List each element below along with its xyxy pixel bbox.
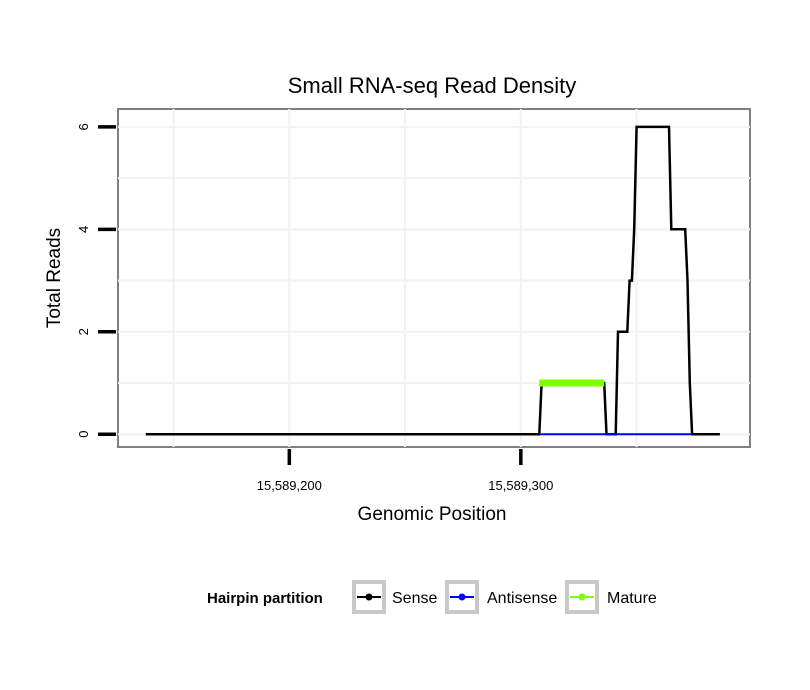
plot-panel — [117, 108, 751, 448]
chart-title: Small RNA-seq Read Density — [288, 73, 577, 98]
legend-dot-sense — [365, 593, 373, 601]
y-axis-label: Total Reads — [44, 228, 65, 328]
legend-label-sense: Sense — [392, 590, 437, 607]
axes-layer: 0 2 4 6 15,589,200 15,589,300 — [76, 123, 553, 493]
legend-dot-mature — [578, 593, 586, 601]
legend-title: Hairpin partition — [207, 590, 323, 607]
y-tick-label: 4 — [76, 226, 91, 233]
x-axis-label: Genomic Position — [358, 504, 507, 525]
x-tick-label: 15,589,300 — [488, 478, 553, 493]
legend-item-mature[interactable]: Mature — [565, 580, 657, 614]
legend-item-antisense[interactable]: Antisense — [445, 580, 557, 614]
legend-dot-antisense — [458, 593, 466, 601]
legend-label-mature: Mature — [607, 590, 657, 607]
y-tick-label: 0 — [76, 431, 91, 438]
y-tick-label: 2 — [76, 328, 91, 335]
legend: Hairpin partition Sense Antisense Mature — [207, 580, 657, 614]
series-layer — [145, 125, 720, 436]
x-tick-label: 15,589,200 — [257, 478, 322, 493]
y-tick-label: 6 — [76, 123, 91, 130]
legend-item-sense[interactable]: Sense — [352, 580, 437, 614]
legend-label-antisense: Antisense — [487, 590, 557, 607]
